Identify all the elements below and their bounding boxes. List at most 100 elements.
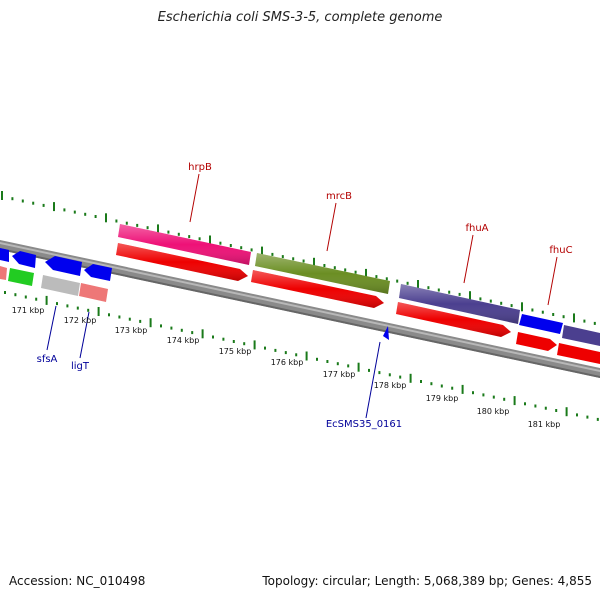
lower-minor-tick [388,373,391,377]
pink-gene-a[interactable] [0,266,7,280]
grey-gene[interactable] [41,275,80,296]
upper-minor-tick [63,208,66,212]
upper-minor-tick [448,290,451,294]
lower-major-tick [461,384,464,394]
EcSMS35_0161-gene[interactable] [383,326,389,340]
upper-minor-tick [177,232,180,236]
upper-minor-tick [229,244,232,247]
upper-minor-tick [489,299,492,303]
lower-minor-tick [336,362,339,366]
lower-major-tick [201,329,204,339]
upper-minor-tick [219,241,222,245]
lower-minor-tick [191,331,194,335]
lower-minor-tick [586,415,589,419]
upper-minor-tick [562,315,565,319]
gene-labels: hrpB mrcB fhuA fhuC sfsA ligT EcSMS35_01… [37,162,573,430]
gene-label-sfsA[interactable]: sfsA [37,354,58,365]
lower-minor-tick [14,293,17,297]
lower-minor-tick [596,417,599,421]
upper-minor-tick [115,219,118,223]
lower-minor-tick [347,364,350,368]
upper-minor-tick [531,308,534,312]
lower-major-tick [409,373,412,383]
upper-minor-tick [94,215,97,218]
lower-minor-tick [544,406,547,410]
lower-major-tick [149,318,152,328]
fhuC-gene[interactable] [519,314,563,334]
downstream-gene[interactable] [562,325,600,346]
lower-tick-track [4,291,599,421]
blue-gene-a[interactable] [0,248,9,262]
gene-label-hrpB[interactable]: hrpB [188,162,212,173]
lower-minor-tick [430,382,433,386]
lower-minor-tick [316,357,318,361]
lower-minor-tick [378,371,381,375]
upper-minor-tick [125,221,128,225]
ruler-label-181: 181 kbp [528,420,561,429]
lower-minor-tick [482,393,485,397]
accession-text: Accession: NC_010498 [9,574,146,588]
upper-major-tick [365,268,367,278]
upper-minor-tick [11,197,14,201]
genome-summary-text: Topology: circular; Length: 5,068,389 bp… [262,574,592,588]
lower-minor-tick [170,326,173,330]
gene-label-mrcB[interactable]: mrcB [326,191,352,202]
lower-minor-tick [108,313,110,317]
lower-major-tick [253,340,256,350]
upper-minor-tick [188,235,191,239]
upper-major-tick [469,291,471,301]
blue-gene-c[interactable] [45,256,82,276]
lower-minor-tick [472,391,474,395]
lower-minor-tick [56,302,58,306]
ruler-labels: 171 kbp 172 kbp 173 kbp 174 kbp 175 kbp … [12,306,561,429]
blue-gene-b[interactable] [12,251,36,268]
lower-minor-tick [139,319,142,323]
upper-minor-tick [385,277,388,281]
ruler-label-174: 174 kbp [167,336,200,345]
ruler-label-175: 175 kbp [219,347,252,356]
green-gene[interactable] [8,268,34,286]
upper-major-tick [105,213,107,223]
lower-minor-tick [87,308,90,312]
ruler-label-179: 179 kbp [426,394,459,403]
gene-label-fhuC[interactable]: fhuC [549,245,572,256]
gene-label-EcSMS35_0161[interactable]: EcSMS35_0161 [326,419,402,430]
upper-minor-tick [32,201,35,205]
fhuC-cds[interactable] [516,332,557,351]
upper-major-tick [209,235,211,245]
lower-minor-tick [180,328,183,332]
lower-minor-tick [492,395,495,399]
lower-minor-tick [503,397,506,401]
downstream-cds[interactable] [557,343,600,364]
lower-minor-tick [66,304,69,308]
pink-gene-b[interactable] [79,283,108,302]
lower-minor-tick [24,295,27,299]
ruler-label-180: 180 kbp [477,407,510,416]
lower-minor-tick [576,413,578,417]
upper-minor-tick [21,199,24,203]
upper-minor-tick [458,292,461,296]
lower-minor-tick [4,291,6,294]
gene-label-fhuA[interactable]: fhuA [465,223,488,234]
upper-tick-track [1,191,596,325]
lower-major-tick [97,307,100,316]
blue-gene-d[interactable] [84,264,112,281]
upper-minor-tick [136,223,139,227]
upper-minor-tick [292,257,295,261]
upper-minor-tick [250,248,253,252]
ruler-label-176: 176 kbp [271,358,304,367]
ruler-label-172: 172 kbp [64,316,97,325]
upper-minor-tick [281,255,284,259]
upper-major-tick [1,191,3,200]
upper-minor-tick [84,212,87,216]
upper-minor-tick [583,319,586,323]
gene-label-ligT[interactable]: ligT [71,361,90,372]
upper-minor-tick [344,268,347,272]
lower-minor-tick [160,324,162,328]
upper-minor-tick [323,264,326,267]
upper-minor-tick [240,246,243,250]
upper-minor-tick [396,279,399,283]
lower-minor-tick [368,368,370,372]
ruler-label-177: 177 kbp [323,370,356,379]
